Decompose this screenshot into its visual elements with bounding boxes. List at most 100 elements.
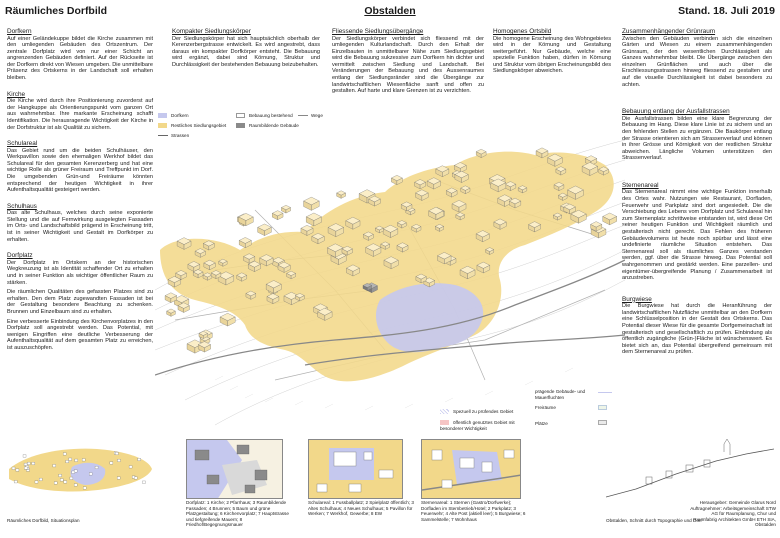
swatch-freiraeume <box>598 405 611 411</box>
caption-schulareal: Schulareal: 1 Fussballplatz; 2 Spielplat… <box>308 500 414 516</box>
bestehendes-gebaeude <box>508 198 522 209</box>
section-heading: Sternenareal <box>622 181 659 189</box>
swatch-fluchten <box>598 392 612 393</box>
bestehendes-gebaeude <box>485 247 495 255</box>
bestehendes-gebaeude <box>197 341 211 353</box>
section-heading: Fliessende Siedlungsübergänge <box>332 28 424 35</box>
section-heading: Bebauung entlang der Ausfallstrassen <box>622 108 730 116</box>
bestehendes-gebaeude <box>238 213 254 227</box>
section-ausfallstrassen: Bebauung entlang der Ausfallstrassen Die… <box>622 108 772 162</box>
legend-top: Dorfkern Bebauung bestehend Wege Restlic… <box>158 113 338 143</box>
bestehendes-gebaeude <box>475 149 487 158</box>
bestehendes-gebaeude <box>266 293 280 304</box>
bestehendes-gebaeude <box>428 206 444 220</box>
section-heading: Dorfplatz <box>7 252 33 260</box>
mini-building <box>74 458 78 462</box>
mini-building <box>24 466 28 470</box>
bestehendes-gebaeude <box>567 185 584 200</box>
bestehendes-gebaeude <box>281 205 291 214</box>
legend-item: Bebauung bestehend <box>236 113 293 119</box>
main-roads <box>155 259 625 376</box>
section-text: Die räumlichen Qualitäten des gefassten … <box>7 289 153 315</box>
legend-item: Restliches Siedlungsgebiet <box>158 123 226 129</box>
mini-building <box>22 454 27 458</box>
left-column: Dorfkern Auf einer Geländekuppe bildet d… <box>7 28 153 354</box>
mini-building <box>115 452 119 455</box>
dorfkern-area <box>375 283 484 353</box>
bestehendes-gebaeude <box>341 246 353 256</box>
section-text: Der Siedlungskörper hat sich hauptsächli… <box>172 35 320 68</box>
bestehendes-gebaeude <box>517 185 528 194</box>
bestehendes-gebaeude <box>460 185 471 194</box>
mini-building <box>137 458 141 461</box>
bestehendes-gebaeude <box>405 206 416 216</box>
bestehendes-gebaeude <box>383 256 399 270</box>
caption-sternenareal: Sternenareal: 1 Sternen (Gastro/Dorfwerk… <box>421 500 526 522</box>
bestehendes-gebaeude <box>243 253 256 264</box>
mini-building <box>134 476 138 480</box>
legend-item: öffentlich genutztes Gebiet mit besonder… <box>440 420 515 431</box>
bestehendes-gebaeude <box>238 237 252 249</box>
bestehendes-gebaeude <box>311 233 325 245</box>
credits: Herausgeber: Gemeinde Glarus Nord Auftra… <box>690 500 776 527</box>
bestehendes-gebaeude <box>176 237 192 250</box>
section-text: Das Sternenareal nimmt eine wichtige Fun… <box>622 189 772 282</box>
top-column-kompakt: Kompakter Siedlungskörper Der Siedlungsk… <box>172 28 320 71</box>
mini-building <box>142 480 146 484</box>
bestehendes-gebaeude <box>454 171 469 183</box>
swatch-wege <box>298 115 308 117</box>
bestehendes-gebaeude <box>265 280 282 294</box>
bestehendes-gebaeude <box>236 272 248 282</box>
bestehendes-gebaeude <box>475 230 490 243</box>
bestehendes-gebaeude <box>202 272 213 281</box>
section-text: Die homogene Erscheinung des Wohngebiete… <box>493 35 611 75</box>
plan-buildings <box>194 444 268 494</box>
bestehendes-gebaeude <box>602 212 618 226</box>
bestehendes-gebaeude <box>397 220 407 229</box>
bestehendes-gebaeude <box>553 182 565 191</box>
mini-building <box>68 457 72 461</box>
mini-building <box>109 461 114 465</box>
legend-item: prägende Gebäude- und Mauerfluchten <box>535 389 586 400</box>
bestehendes-gebaeude <box>535 147 549 159</box>
bestehendes-gebaeude <box>380 241 391 250</box>
mini-building <box>15 468 20 472</box>
bestehendes-gebaeude <box>423 277 436 288</box>
legend-item: Spezuell zu prüfendes Gebiet <box>440 409 513 415</box>
bestehendes-gebaeude <box>590 221 603 232</box>
section-heading: Kirche <box>7 90 26 98</box>
bestehendes-gebaeude <box>374 225 384 234</box>
swatch-pruefen <box>440 409 449 415</box>
mini-building <box>117 476 121 480</box>
panel-dorfplatz <box>186 439 283 499</box>
bestehendes-gebaeude <box>247 260 261 272</box>
bestehendes-gebaeude <box>217 271 235 286</box>
section-sternenareal: Sternenareal Das Sternenareal nimmt eine… <box>622 182 772 282</box>
bestehendes-gebaeude <box>346 264 360 277</box>
section-schulareal: Schulareal Das Gebiet rund um die beiden… <box>7 140 153 194</box>
bestehendes-gebaeude <box>286 270 296 280</box>
bestehendes-gebaeude <box>400 201 413 212</box>
caption-schnitt: Obstalden, Schnitt durch Topographie und… <box>606 518 702 523</box>
legend-item: Raumbildende Gebäude <box>236 123 299 129</box>
bestehendes-gebaeude <box>259 254 274 267</box>
section-dorfkern: Dorfkern Auf einer Geländekuppe bildet d… <box>7 28 153 82</box>
section-burgwiese: Burgwiese Die Burgwiese hat durch die He… <box>622 296 772 356</box>
bestehendes-gebaeude <box>368 195 381 207</box>
bestehendes-gebaeude <box>414 179 426 190</box>
bestehendes-gebaeude <box>345 216 361 230</box>
mini-building <box>11 466 16 470</box>
bestehendes-gebaeude <box>277 261 291 273</box>
bestehendes-gebaeude <box>570 210 587 224</box>
section-text: Das Gebiet rund um die beiden Schulhäuse… <box>7 147 153 194</box>
bestehendes-gebaeude <box>194 248 206 258</box>
bestehendes-gebaeude <box>336 190 346 199</box>
bestehendes-gebaeude <box>245 290 257 300</box>
mini-building <box>60 478 64 482</box>
plan-buildings <box>431 449 515 489</box>
top-column-fliessend: Fliessende Siedlungsübergänge Der Siedlu… <box>332 28 484 98</box>
bestehendes-gebaeude <box>455 212 465 221</box>
bestehendes-gebaeude <box>459 265 476 280</box>
caption-dorfplatz: Dorfplatz: 1 Kirche; 2 Pfarrhaus; 3 Raum… <box>186 500 289 527</box>
mini-building <box>63 480 67 484</box>
